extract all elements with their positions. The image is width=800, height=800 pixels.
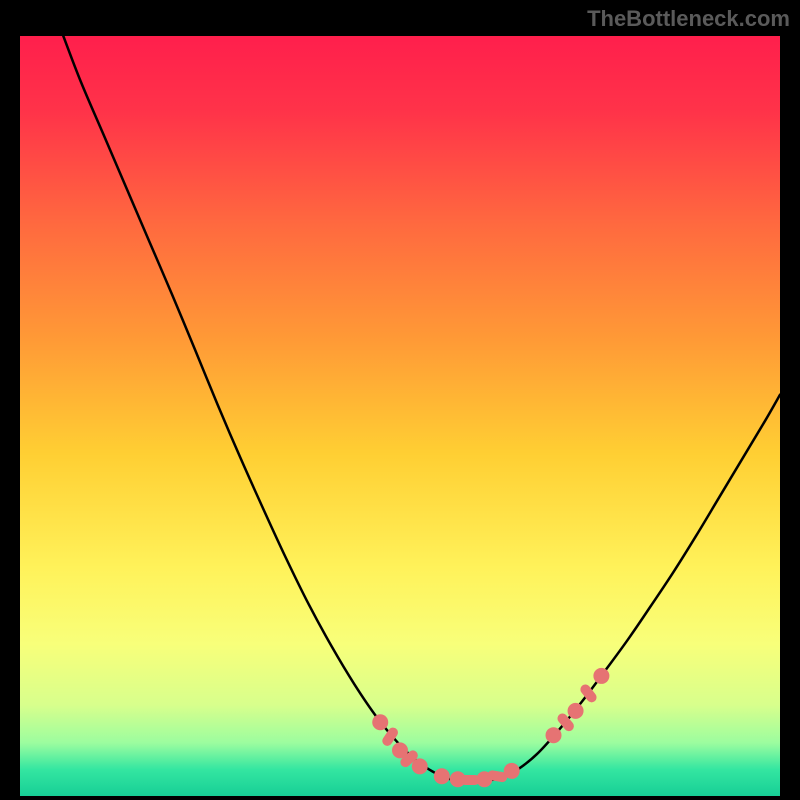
marker-dot bbox=[412, 758, 428, 774]
marker-dot bbox=[546, 727, 562, 743]
chart-container: TheBottleneck.com bbox=[0, 0, 800, 800]
marker-dot bbox=[504, 763, 520, 779]
watermark-text: TheBottleneck.com bbox=[587, 6, 790, 32]
marker-dot bbox=[593, 668, 609, 684]
chart-background bbox=[20, 36, 780, 796]
marker-dot bbox=[568, 703, 584, 719]
bottleneck-chart bbox=[20, 36, 780, 796]
marker-dot bbox=[434, 768, 450, 784]
marker-dot bbox=[372, 714, 388, 730]
